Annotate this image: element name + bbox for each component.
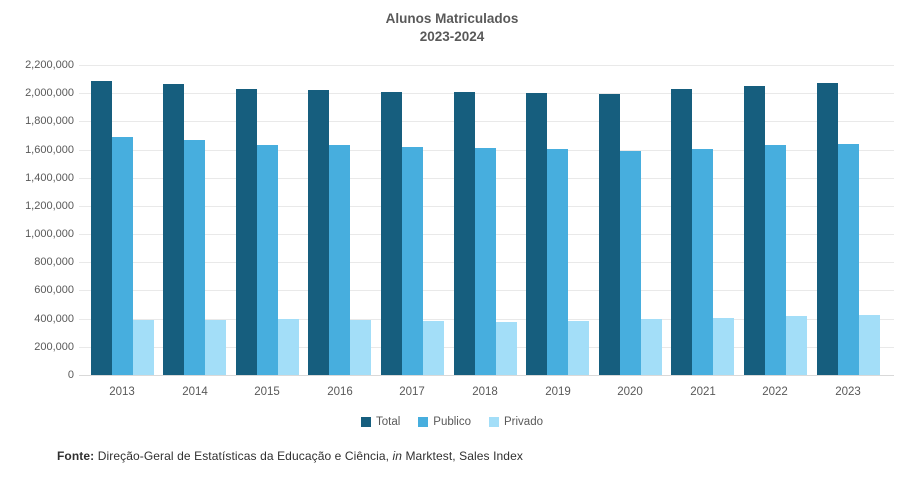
bar-total-2019	[526, 93, 547, 375]
bar-total-2018	[454, 92, 475, 375]
source-note-text: Direção-Geral de Estatísticas da Educaçã…	[94, 449, 393, 463]
bar-publico-2019	[547, 149, 568, 375]
legend-swatch-total	[360, 417, 371, 427]
bar-publico-2017	[402, 147, 423, 375]
bar-total-2016	[308, 90, 329, 375]
x-axis-label-2020: 2020	[617, 386, 643, 398]
bar-publico-2016	[329, 145, 350, 375]
chart-title-line2: 2023-2024	[419, 29, 485, 44]
y-axis-tick-label: 800,000	[34, 256, 74, 268]
x-axis-label-2019: 2019	[545, 386, 571, 398]
legend: Total Publico Privado	[0, 416, 904, 428]
x-axis-label-2018: 2018	[472, 386, 498, 398]
x-axis-label-2015: 2015	[254, 386, 280, 398]
x-axis-label-2021: 2021	[690, 386, 716, 398]
x-axis-label-2017: 2017	[399, 386, 425, 398]
bar-total-2023	[817, 83, 838, 375]
bar-privado-2021	[713, 318, 734, 375]
gridline	[79, 93, 894, 94]
bar-publico-2015	[257, 145, 278, 375]
bar-total-2015	[236, 89, 257, 375]
bar-total-2021	[671, 89, 692, 375]
bar-privado-2013	[133, 320, 154, 375]
legend-item-total: Total	[360, 416, 401, 428]
bar-privado-2022	[786, 316, 807, 375]
y-axis-tick-label: 400,000	[34, 313, 74, 325]
x-axis-label-2014: 2014	[182, 386, 208, 398]
legend-label-total: Total	[375, 416, 401, 428]
y-axis-tick-label: 1,600,000	[25, 144, 74, 156]
gridline	[79, 65, 894, 66]
bar-privado-2019	[568, 321, 589, 375]
source-note-italic: in	[392, 449, 403, 463]
bar-privado-2023	[859, 315, 880, 375]
gridline	[79, 121, 894, 122]
bar-publico-2014	[184, 140, 205, 375]
legend-item-publico: Publico	[418, 416, 471, 428]
x-axis-label-2013: 2013	[109, 386, 135, 398]
legend-swatch-privado	[489, 417, 499, 427]
y-axis-tick-label: 0	[67, 369, 74, 381]
x-axis-label-2016: 2016	[327, 386, 353, 398]
source-note: Fonte: Direção-Geral de Estatísticas da …	[57, 449, 523, 463]
y-axis-tick-label: 2,200,000	[25, 59, 74, 71]
legend-label-publico: Publico	[433, 416, 471, 428]
y-axis-tick-label: 1,800,000	[25, 115, 74, 127]
y-axis-tick-label: 1,000,000	[25, 228, 74, 240]
bar-privado-2017	[423, 321, 444, 375]
bar-total-2017	[381, 92, 402, 375]
bar-privado-2015	[278, 319, 299, 375]
bar-total-2020	[599, 94, 620, 375]
bar-privado-2014	[205, 320, 226, 375]
x-axis-line	[79, 375, 894, 376]
bar-total-2022	[744, 86, 765, 375]
y-axis-tick-label: 1,400,000	[25, 172, 74, 184]
bar-privado-2016	[350, 320, 371, 375]
y-axis-tick-label: 200,000	[34, 341, 74, 353]
legend-swatch-publico	[418, 417, 429, 427]
x-axis-label-2023: 2023	[835, 386, 861, 398]
bar-total-2014	[163, 84, 184, 375]
chart-title: Alunos Matriculados 2023-2024	[0, 10, 904, 46]
y-axis-tick-label: 1,200,000	[25, 200, 74, 212]
chart-title-line1: Alunos Matriculados	[385, 11, 519, 26]
bar-privado-2018	[496, 322, 517, 375]
bar-publico-2023	[838, 144, 859, 375]
bar-privado-2020	[641, 319, 662, 375]
bar-publico-2013	[112, 137, 133, 375]
bar-total-2013	[91, 81, 112, 375]
bar-publico-2021	[692, 149, 713, 375]
bar-publico-2020	[620, 151, 641, 375]
legend-item-privado: Privado	[489, 416, 543, 428]
source-note-tail: Marktest, Sales Index	[402, 449, 523, 463]
source-note-label: Fonte:	[57, 449, 95, 463]
y-axis-tick-label: 2,000,000	[25, 87, 74, 99]
legend-label-privado: Privado	[504, 416, 543, 428]
x-axis-label-2022: 2022	[762, 386, 788, 398]
y-axis-tick-label: 600,000	[34, 284, 74, 296]
bar-publico-2018	[475, 148, 496, 375]
bar-publico-2022	[765, 145, 786, 375]
